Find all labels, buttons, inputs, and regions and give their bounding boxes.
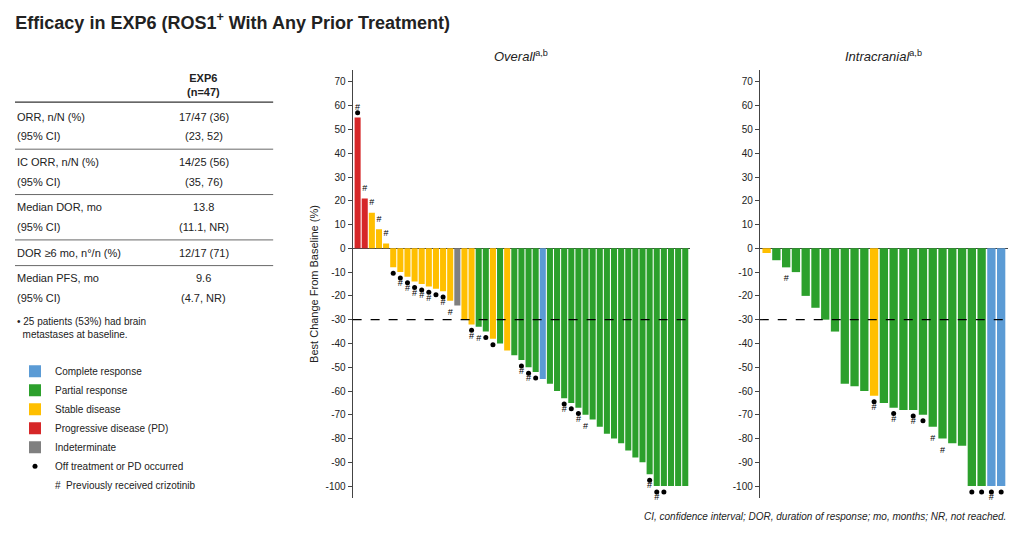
svg-text:12/17 (71): 12/17 (71)	[179, 247, 229, 259]
svg-text:#: #	[419, 290, 424, 300]
svg-text:Indeterminate: Indeterminate	[55, 442, 117, 453]
svg-text:9.6: 9.6	[196, 272, 211, 284]
svg-text:60: 60	[334, 100, 346, 111]
svg-text:#: #	[398, 278, 403, 288]
svg-text:-100: -100	[326, 481, 346, 492]
svg-text:EXP6(n=47): EXP6(n=47)	[187, 72, 220, 98]
svg-text:(95% CI): (95% CI)	[17, 292, 60, 304]
svg-text:-40: -40	[738, 338, 753, 349]
svg-text:#: #	[362, 183, 367, 193]
svg-text:(35, 76): (35, 76)	[185, 176, 223, 188]
svg-text:0: 0	[747, 243, 753, 254]
svg-text:#: #	[576, 414, 581, 424]
svg-text:Off treatment or PD occurred: Off treatment or PD occurred	[55, 461, 183, 472]
svg-text:Complete response: Complete response	[55, 366, 142, 377]
svg-text:-90: -90	[331, 457, 346, 468]
svg-text:#: #	[784, 273, 789, 283]
svg-text:0: 0	[340, 243, 346, 254]
svg-text:-60: -60	[331, 386, 346, 397]
svg-text:10: 10	[334, 219, 346, 230]
svg-text:-20: -20	[738, 290, 753, 301]
svg-text:-20: -20	[331, 290, 346, 301]
svg-text:Median DOR, mo: Median DOR, mo	[17, 201, 102, 213]
svg-text:#: #	[441, 297, 446, 307]
svg-text:70: 70	[334, 76, 346, 87]
svg-text:(95% CI): (95% CI)	[17, 176, 60, 188]
svg-text:#: #	[376, 214, 381, 224]
svg-text:13.8: 13.8	[193, 201, 214, 213]
svg-text:Progressive disease (PD): Progressive disease (PD)	[55, 423, 168, 434]
svg-text:-90: -90	[738, 457, 753, 468]
svg-text:(95% CI): (95% CI)	[17, 221, 60, 233]
svg-text:-50: -50	[738, 362, 753, 373]
svg-text:#: #	[384, 228, 389, 238]
svg-text:CI, confidence interval; DOR,: CI, confidence interval; DOR, duration o…	[644, 511, 1006, 522]
svg-text:#: #	[448, 307, 453, 317]
svg-text:17/47 (36): 17/47 (36)	[179, 111, 229, 123]
svg-text:#: #	[940, 445, 945, 455]
svg-text:DOR ≥6 mo, n°/n (%): DOR ≥6 mo, n°/n (%)	[17, 247, 121, 259]
svg-text:14/25 (56): 14/25 (56)	[179, 156, 229, 168]
svg-text:Median PFS, mo: Median PFS, mo	[17, 272, 99, 284]
svg-text:10: 10	[742, 219, 754, 230]
svg-text:-30: -30	[331, 314, 346, 325]
svg-text:#: #	[647, 480, 652, 490]
svg-text:-80: -80	[331, 433, 346, 444]
svg-text:Efficacy in EXP6 (ROS1​+​ With: Efficacy in EXP6 (ROS1​+​ With Any Prior…	[15, 10, 450, 33]
svg-text:#: #	[469, 331, 474, 341]
svg-text:-70: -70	[738, 409, 753, 420]
svg-text:Overall​a,b​: Overall​a,b​	[494, 48, 548, 64]
svg-text:Best Change From Baseline (%): Best Change From Baseline (%)	[308, 205, 320, 363]
svg-text:#: #	[562, 404, 567, 414]
svg-text:20: 20	[334, 195, 346, 206]
svg-text:Partial response: Partial response	[55, 385, 128, 396]
svg-text:-10: -10	[738, 267, 753, 278]
svg-text:(4.7, NR): (4.7, NR)	[181, 292, 226, 304]
svg-text:#: #	[930, 433, 935, 443]
svg-text:#: #	[872, 402, 877, 412]
svg-text:#: #	[355, 102, 360, 112]
svg-text:70: 70	[742, 76, 754, 87]
svg-text:#: #	[405, 283, 410, 293]
svg-text:#: #	[989, 492, 994, 502]
svg-text:30: 30	[742, 172, 754, 183]
svg-text:Stable disease: Stable disease	[55, 404, 121, 415]
svg-text:50: 50	[742, 124, 754, 135]
svg-text:50: 50	[334, 124, 346, 135]
svg-text:ORR, n/N (%): ORR, n/N (%)	[17, 111, 85, 123]
svg-text:60: 60	[742, 100, 754, 111]
svg-text:-50: -50	[331, 362, 346, 373]
svg-text:#: #	[911, 416, 916, 426]
svg-text:-40: -40	[331, 338, 346, 349]
svg-text:Intracranial​a,b​: Intracranial​a,b​	[845, 48, 922, 64]
svg-text:#: #	[519, 366, 524, 376]
svg-text:#: #	[412, 288, 417, 298]
svg-text:-10: -10	[331, 267, 346, 278]
svg-text:-60: -60	[738, 386, 753, 397]
svg-text:-70: -70	[331, 409, 346, 420]
svg-text:IC ORR, n/N (%): IC ORR, n/N (%)	[17, 156, 99, 168]
svg-text:-30: -30	[738, 314, 753, 325]
svg-text:#: #	[891, 414, 896, 424]
svg-text:(95% CI): (95% CI)	[17, 130, 60, 142]
svg-text:• 25 patients (53%) had brain: • 25 patients (53%) had brain metastases…	[17, 316, 146, 340]
svg-text:#: #	[476, 333, 481, 343]
svg-text:#: #	[526, 373, 531, 383]
svg-text:20: 20	[742, 195, 754, 206]
svg-text:(23, 52): (23, 52)	[185, 130, 223, 142]
svg-text:(11.1, NR): (11.1, NR)	[179, 221, 229, 233]
svg-text:#: #	[654, 492, 659, 502]
svg-text:30: 30	[334, 172, 346, 183]
svg-text:#: #	[369, 197, 374, 207]
svg-text:40: 40	[742, 148, 754, 159]
svg-text:# Previously received crizoti: # Previously received crizotinib	[55, 480, 195, 491]
svg-text:40: 40	[334, 148, 346, 159]
svg-text:-100: -100	[733, 481, 753, 492]
svg-text:#: #	[426, 293, 431, 303]
svg-text:-80: -80	[738, 433, 753, 444]
svg-text:#: #	[583, 421, 588, 431]
